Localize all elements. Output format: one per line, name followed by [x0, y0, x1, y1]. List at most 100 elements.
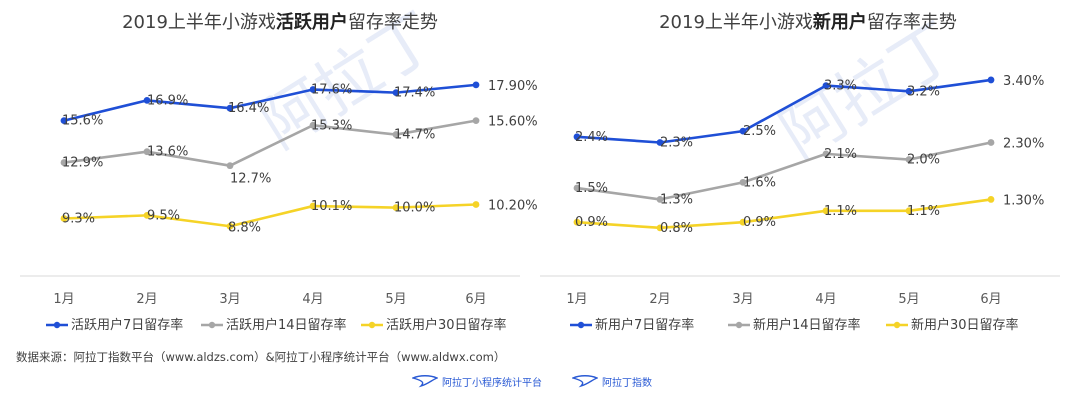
- legend-marker: [577, 321, 585, 329]
- x-tick-label: 4月: [815, 292, 836, 307]
- data-label: 10.0%: [394, 201, 435, 216]
- legend-label: 活跃用户14日留存率: [226, 317, 347, 333]
- data-label: 2.3%: [660, 136, 693, 151]
- data-point: [573, 133, 581, 141]
- x-tick-label: 3月: [732, 292, 753, 307]
- series-line: [576, 78, 992, 144]
- legend-marker: [368, 321, 376, 329]
- data-label: 1.5%: [575, 181, 608, 196]
- data-point: [226, 104, 234, 112]
- data-point: [392, 204, 400, 212]
- data-label: 16.4%: [228, 101, 269, 116]
- data-label: 0.9%: [743, 215, 776, 230]
- data-label: 17.6%: [311, 83, 352, 98]
- data-label: 1.3%: [660, 192, 693, 207]
- data-point: [309, 121, 317, 129]
- data-point: [656, 224, 664, 232]
- series-line: [63, 203, 477, 228]
- data-point: [822, 150, 830, 158]
- footer-logo-aldzs: 阿拉丁指数: [572, 372, 652, 390]
- data-label: 10.20%: [488, 199, 538, 214]
- legend-marker: [893, 321, 901, 329]
- data-point: [905, 207, 913, 215]
- data-label: 2.1%: [824, 147, 857, 162]
- data-point: [822, 207, 830, 215]
- data-point: [905, 156, 913, 163]
- chart-title-part: 活跃用户: [276, 11, 348, 33]
- chart-title-part: 留存率走势: [348, 12, 438, 33]
- x-tick-label: 2月: [649, 292, 670, 307]
- chart-title-part: 新用户: [813, 11, 867, 33]
- data-point: [143, 97, 151, 104]
- chart-active-users-retention: 2019上半年小游戏活跃用户留存率走势 1月 2月 3月 4月 5月 6月 15.6% 16.9…: [20, 11, 538, 333]
- data-label: 2.0%: [907, 153, 940, 168]
- chart-title-part: 2019上半年小游戏: [659, 12, 813, 33]
- data-point: [143, 211, 151, 219]
- data-label: 17.90%: [488, 79, 538, 94]
- x-tick-label: 3月: [219, 292, 240, 307]
- series-line: [63, 119, 477, 167]
- data-label: 9.5%: [147, 208, 180, 223]
- x-tick-label: 1月: [566, 292, 587, 307]
- data-point: [739, 218, 747, 226]
- data-label: 3.40%: [1003, 74, 1044, 89]
- footer-logo-aldwx: 阿拉丁小程序统计平台: [412, 372, 542, 390]
- data-point: [309, 202, 317, 210]
- data-label: 0.9%: [575, 215, 608, 230]
- series-line: [63, 83, 477, 122]
- series-line: [576, 198, 992, 230]
- data-label: 2.4%: [575, 130, 608, 145]
- data-label: 1.30%: [1003, 193, 1044, 208]
- x-tick-label: 4月: [302, 292, 323, 307]
- data-point: [226, 222, 234, 230]
- legend-marker: [53, 321, 61, 329]
- legend-label: 新用户14日留存率: [753, 317, 861, 333]
- data-point: [143, 148, 151, 156]
- data-label: 8.8%: [228, 220, 261, 235]
- data-label: 1.1%: [907, 204, 940, 219]
- data-label: 1.6%: [743, 175, 776, 190]
- chart-title: 2019上半年小游戏活跃用户留存率走势: [122, 11, 438, 33]
- data-point: [656, 196, 664, 203]
- legend-marker: [735, 321, 743, 329]
- footer-logo-aldzs-text: 阿拉丁指数: [602, 377, 652, 389]
- chart-title-part: 留存率走势: [867, 12, 957, 33]
- data-point: [309, 86, 317, 93]
- data-point: [60, 159, 68, 166]
- data-label: 1.1%: [824, 204, 857, 219]
- legend-label: 活跃用户7日留存率: [71, 317, 183, 333]
- data-label: 2.5%: [743, 124, 776, 139]
- data-label: 15.3%: [311, 118, 352, 133]
- chart-title-part: 2019上半年小游戏: [122, 12, 276, 33]
- data-label: 2.30%: [1003, 137, 1044, 152]
- data-label: 13.6%: [147, 145, 188, 160]
- chart-title: 2019上半年小游戏新用户留存率走势: [659, 11, 957, 33]
- data-label: 12.9%: [62, 156, 103, 171]
- data-label: 3.2%: [907, 84, 940, 99]
- legend-label: 新用户7日留存率: [595, 317, 694, 333]
- data-point: [987, 76, 995, 84]
- series-line: [576, 141, 992, 201]
- chart-new-users-retention: 2019上半年小游戏新用户留存率走势 1月 2月 3月 4月 5月 6月 2.4% 2.3% 2.…: [540, 11, 1060, 333]
- x-tick-label: 6月: [980, 292, 1001, 307]
- data-point: [822, 82, 830, 90]
- legend-label: 新用户30日留存率: [911, 317, 1019, 333]
- data-point: [392, 131, 400, 138]
- x-tick-label: 5月: [385, 292, 406, 307]
- data-label: 15.6%: [62, 114, 103, 129]
- x-tick-label: 1月: [53, 292, 74, 307]
- data-label: 0.8%: [660, 221, 693, 236]
- footer-logos: 阿拉丁小程序统计平台 阿拉丁指数: [412, 372, 692, 390]
- data-point: [739, 178, 747, 186]
- data-point: [905, 87, 913, 95]
- wing-logo-icon: [572, 375, 598, 388]
- data-point: [60, 215, 68, 222]
- x-tick-label: 6月: [465, 292, 486, 307]
- data-label: 15.60%: [488, 115, 538, 130]
- x-tick-label: 5月: [898, 292, 919, 307]
- data-point: [60, 117, 68, 124]
- x-tick-label: 2月: [136, 292, 157, 307]
- data-label: 17.4%: [394, 86, 435, 101]
- data-point: [472, 81, 480, 89]
- data-source-note: 数据来源：阿拉丁指数平台（www.aldzs.com）&阿拉丁小程序统计平台（w…: [16, 350, 506, 364]
